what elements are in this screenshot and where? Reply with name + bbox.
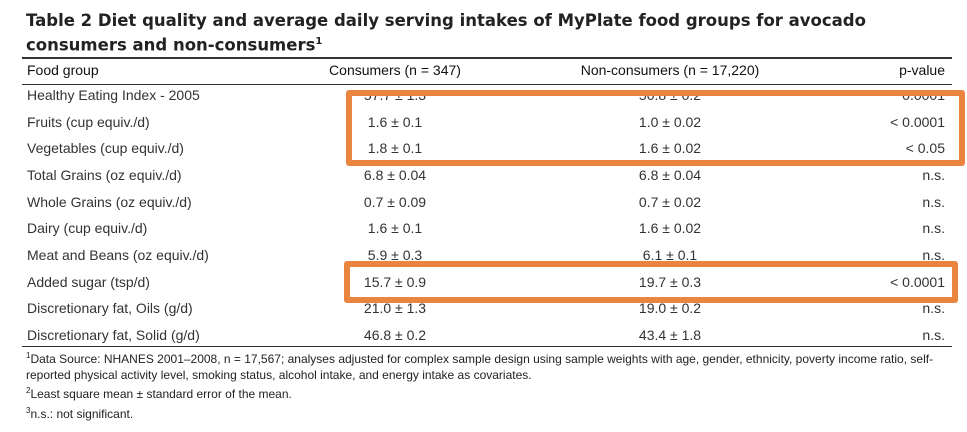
nonconsumers-cell: 19.7 ± 0.3	[638, 274, 702, 290]
bottom-rule	[22, 346, 952, 347]
food-group-cell: Fruits (cup equiv./d)	[27, 114, 150, 130]
p-value-cell: < 0.05	[905, 140, 945, 156]
nonconsumers-cell: 43.4 ± 1.8	[638, 327, 702, 343]
col-header-consumers: Consumers (n = 347)	[329, 62, 461, 78]
food-group-cell: Whole Grains (oz equiv./d)	[27, 194, 192, 210]
table-row: Meat and Beans (oz equiv./d) 5.9 ± 0.3 6…	[0, 247, 967, 273]
col-header-nonconsumers: Non-consumers (n = 17,220)	[580, 62, 760, 78]
highlight-box-added-sugar	[344, 261, 958, 303]
title-footnote-mark: 1	[315, 36, 323, 47]
footnote-1: 1Data Source: NHANES 2001–2008, n = 17,5…	[26, 351, 934, 382]
table-row: Fruits (cup equiv./d) 1.6 ± 0.1 1.0 ± 0.…	[0, 114, 967, 140]
consumers-cell: 6.8 ± 0.04	[363, 167, 427, 183]
food-group-cell: Added sugar (tsp/d)	[27, 274, 150, 290]
food-group-cell: Discretionary fat, Solid (g/d)	[27, 327, 200, 343]
table-row: Vegetables (cup equiv./d) 1.8 ± 0.1 1.6 …	[0, 140, 967, 166]
top-rule	[22, 57, 952, 59]
header-rule	[22, 84, 952, 85]
p-value-cell: n.s.	[922, 247, 945, 263]
nonconsumers-cell: 6.8 ± 0.04	[638, 167, 702, 183]
table-row: Discretionary fat, Oils (g/d) 21.0 ± 1.3…	[0, 300, 967, 326]
food-group-cell: Meat and Beans (oz equiv./d)	[27, 247, 209, 263]
col-header-p-value: p-value	[899, 62, 945, 78]
col-header-food-group: Food group	[27, 62, 99, 78]
consumers-cell: 46.8 ± 0.2	[363, 327, 427, 343]
consumers-cell: 21.0 ± 1.3	[363, 300, 427, 316]
nonconsumers-cell: 0.7 ± 0.02	[638, 194, 702, 210]
food-group-cell: Total Grains (oz equiv./d)	[27, 167, 182, 183]
p-value-cell: n.s.	[922, 327, 945, 343]
table-row: Whole Grains (oz equiv./d) 0.7 ± 0.09 0.…	[0, 194, 967, 220]
consumers-cell: 15.7 ± 0.9	[363, 274, 427, 290]
nonconsumers-cell: 1.6 ± 0.02	[638, 140, 702, 156]
nonconsumers-cell: 19.0 ± 0.2	[638, 300, 702, 316]
table-row: Added sugar (tsp/d) 15.7 ± 0.9 19.7 ± 0.…	[0, 274, 967, 300]
nonconsumers-cell: 6.1 ± 0.1	[642, 247, 698, 263]
food-group-cell: Dairy (cup equiv./d)	[27, 220, 148, 236]
p-value-cell: n.s.	[922, 220, 945, 236]
food-group-cell: Discretionary fat, Oils (g/d)	[27, 300, 193, 316]
p-value-cell: n.s.	[922, 167, 945, 183]
consumers-cell: 0.7 ± 0.09	[363, 194, 427, 210]
food-group-cell: Vegetables (cup equiv./d)	[27, 140, 184, 156]
table-row: Dairy (cup equiv./d) 1.6 ± 0.1 1.6 ± 0.0…	[0, 220, 967, 246]
p-value-cell: < 0.0001	[890, 114, 945, 130]
consumers-cell: 1.6 ± 0.1	[367, 114, 423, 130]
consumers-cell: 1.6 ± 0.1	[367, 220, 423, 236]
p-value-cell: n.s.	[922, 300, 945, 316]
footnotes: 1Data Source: NHANES 2001–2008, n = 17,5…	[26, 348, 951, 422]
table-title: Table 2 Diet quality and average daily s…	[26, 11, 866, 55]
table-row: Discretionary fat, Solid (g/d) 46.8 ± 0.…	[0, 327, 967, 353]
consumers-cell: 5.9 ± 0.3	[367, 247, 423, 263]
highlight-box-fruits-vegetables	[346, 90, 965, 166]
food-group-cell: Healthy Eating Index - 2005	[27, 87, 200, 103]
nonconsumers-cell: 1.6 ± 0.02	[638, 220, 702, 236]
consumers-cell: 1.8 ± 0.1	[367, 140, 423, 156]
footnote-3: 3n.s.: not significant.	[26, 405, 134, 421]
p-value-cell: < 0.0001	[890, 274, 945, 290]
footnote-2: 2Least square mean ± standard error of t…	[26, 386, 292, 401]
table-row: Total Grains (oz equiv./d) 6.8 ± 0.04 6.…	[0, 167, 967, 193]
p-value-cell: n.s.	[922, 194, 945, 210]
nonconsumers-cell: 1.0 ± 0.02	[638, 114, 702, 130]
